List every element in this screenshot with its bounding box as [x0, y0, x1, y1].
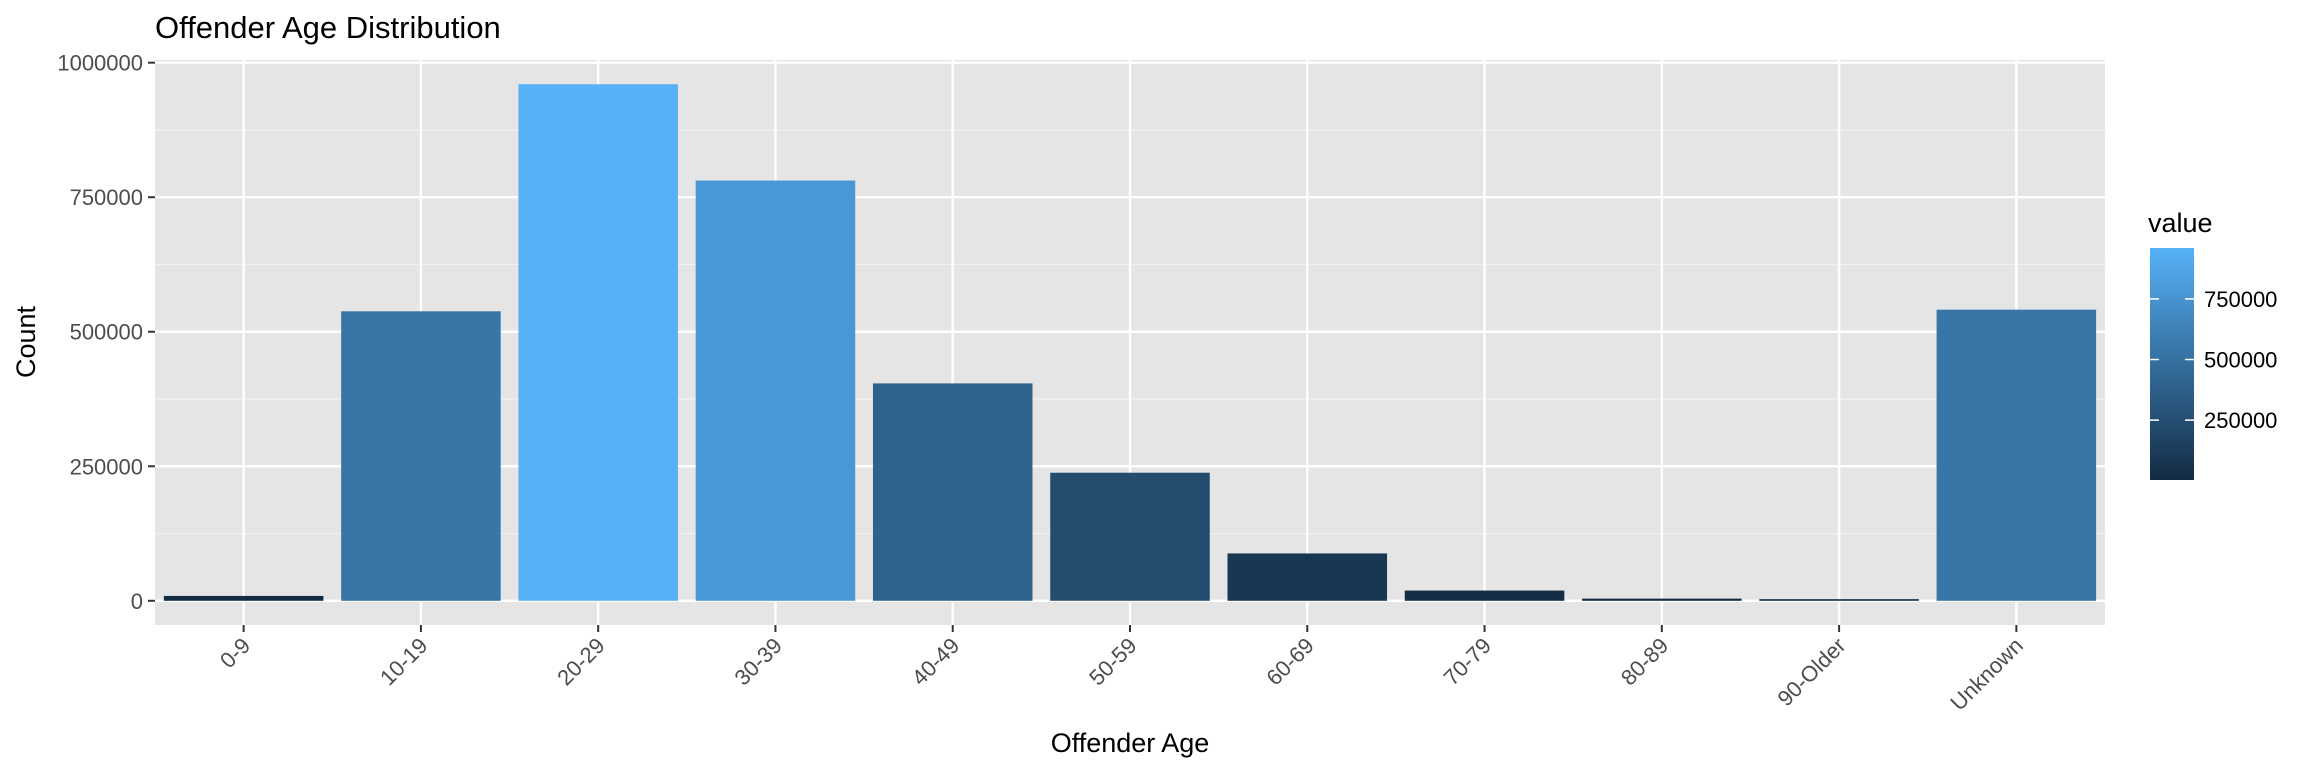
x-tick-label: 20-29: [552, 633, 609, 690]
y-axis-label: Count: [11, 305, 41, 378]
legend-title: value: [2148, 208, 2213, 238]
bar-80-89: [1582, 598, 1742, 601]
x-tick-label: 70-79: [1439, 633, 1496, 690]
bar-0-9: [163, 595, 324, 601]
bar-90-Older: [1759, 599, 1919, 601]
bar-10-19: [341, 311, 501, 601]
y-axis: 0 250000 500000 750000 1000000: [57, 51, 155, 614]
y-tick-label: 750000: [70, 185, 143, 210]
y-tick-label: 1000000: [57, 51, 143, 76]
bar-70-79: [1404, 590, 1565, 601]
x-axis-label: Offender Age: [1051, 728, 1210, 758]
bar-60-69: [1227, 553, 1388, 601]
bar-30-39: [695, 180, 856, 601]
y-tick-label: 500000: [70, 320, 143, 345]
x-tick-label: 80-89: [1616, 633, 1673, 690]
bar-40-49: [872, 383, 1033, 601]
x-tick-label: 40-49: [907, 633, 964, 690]
bar-20-29: [518, 84, 678, 601]
x-tick-label: Unknown: [1945, 633, 2028, 716]
x-tick-label: 90-Older: [1772, 633, 1850, 711]
x-tick-label: 10-19: [375, 633, 432, 690]
legend-tick-label: 500000: [2204, 348, 2277, 373]
legend-ticks: 250000 500000 750000: [2150, 287, 2277, 433]
x-tick-label: 50-59: [1084, 633, 1141, 690]
chart-title: Offender Age Distribution: [155, 10, 501, 45]
x-tick-label: 30-39: [730, 633, 787, 690]
legend-colorbar: [2150, 248, 2194, 480]
x-tick-label: 0-9: [215, 633, 255, 673]
legend-tick-label: 250000: [2204, 408, 2277, 433]
y-tick-label: 250000: [70, 454, 143, 479]
y-tick-label: 0: [131, 589, 143, 614]
x-axis: 0-9 10-19 20-29 30-39 40-49 50-59 60-69 70-79 80…: [215, 625, 2028, 715]
bar-50-59: [1050, 472, 1210, 601]
bars: [163, 84, 2097, 601]
x-tick-label: 60-69: [1261, 633, 1318, 690]
bar-Unknown: [1936, 309, 2097, 601]
legend-tick-label: 750000: [2204, 287, 2277, 312]
legend: value 250000 500000 750000: [2148, 208, 2277, 480]
